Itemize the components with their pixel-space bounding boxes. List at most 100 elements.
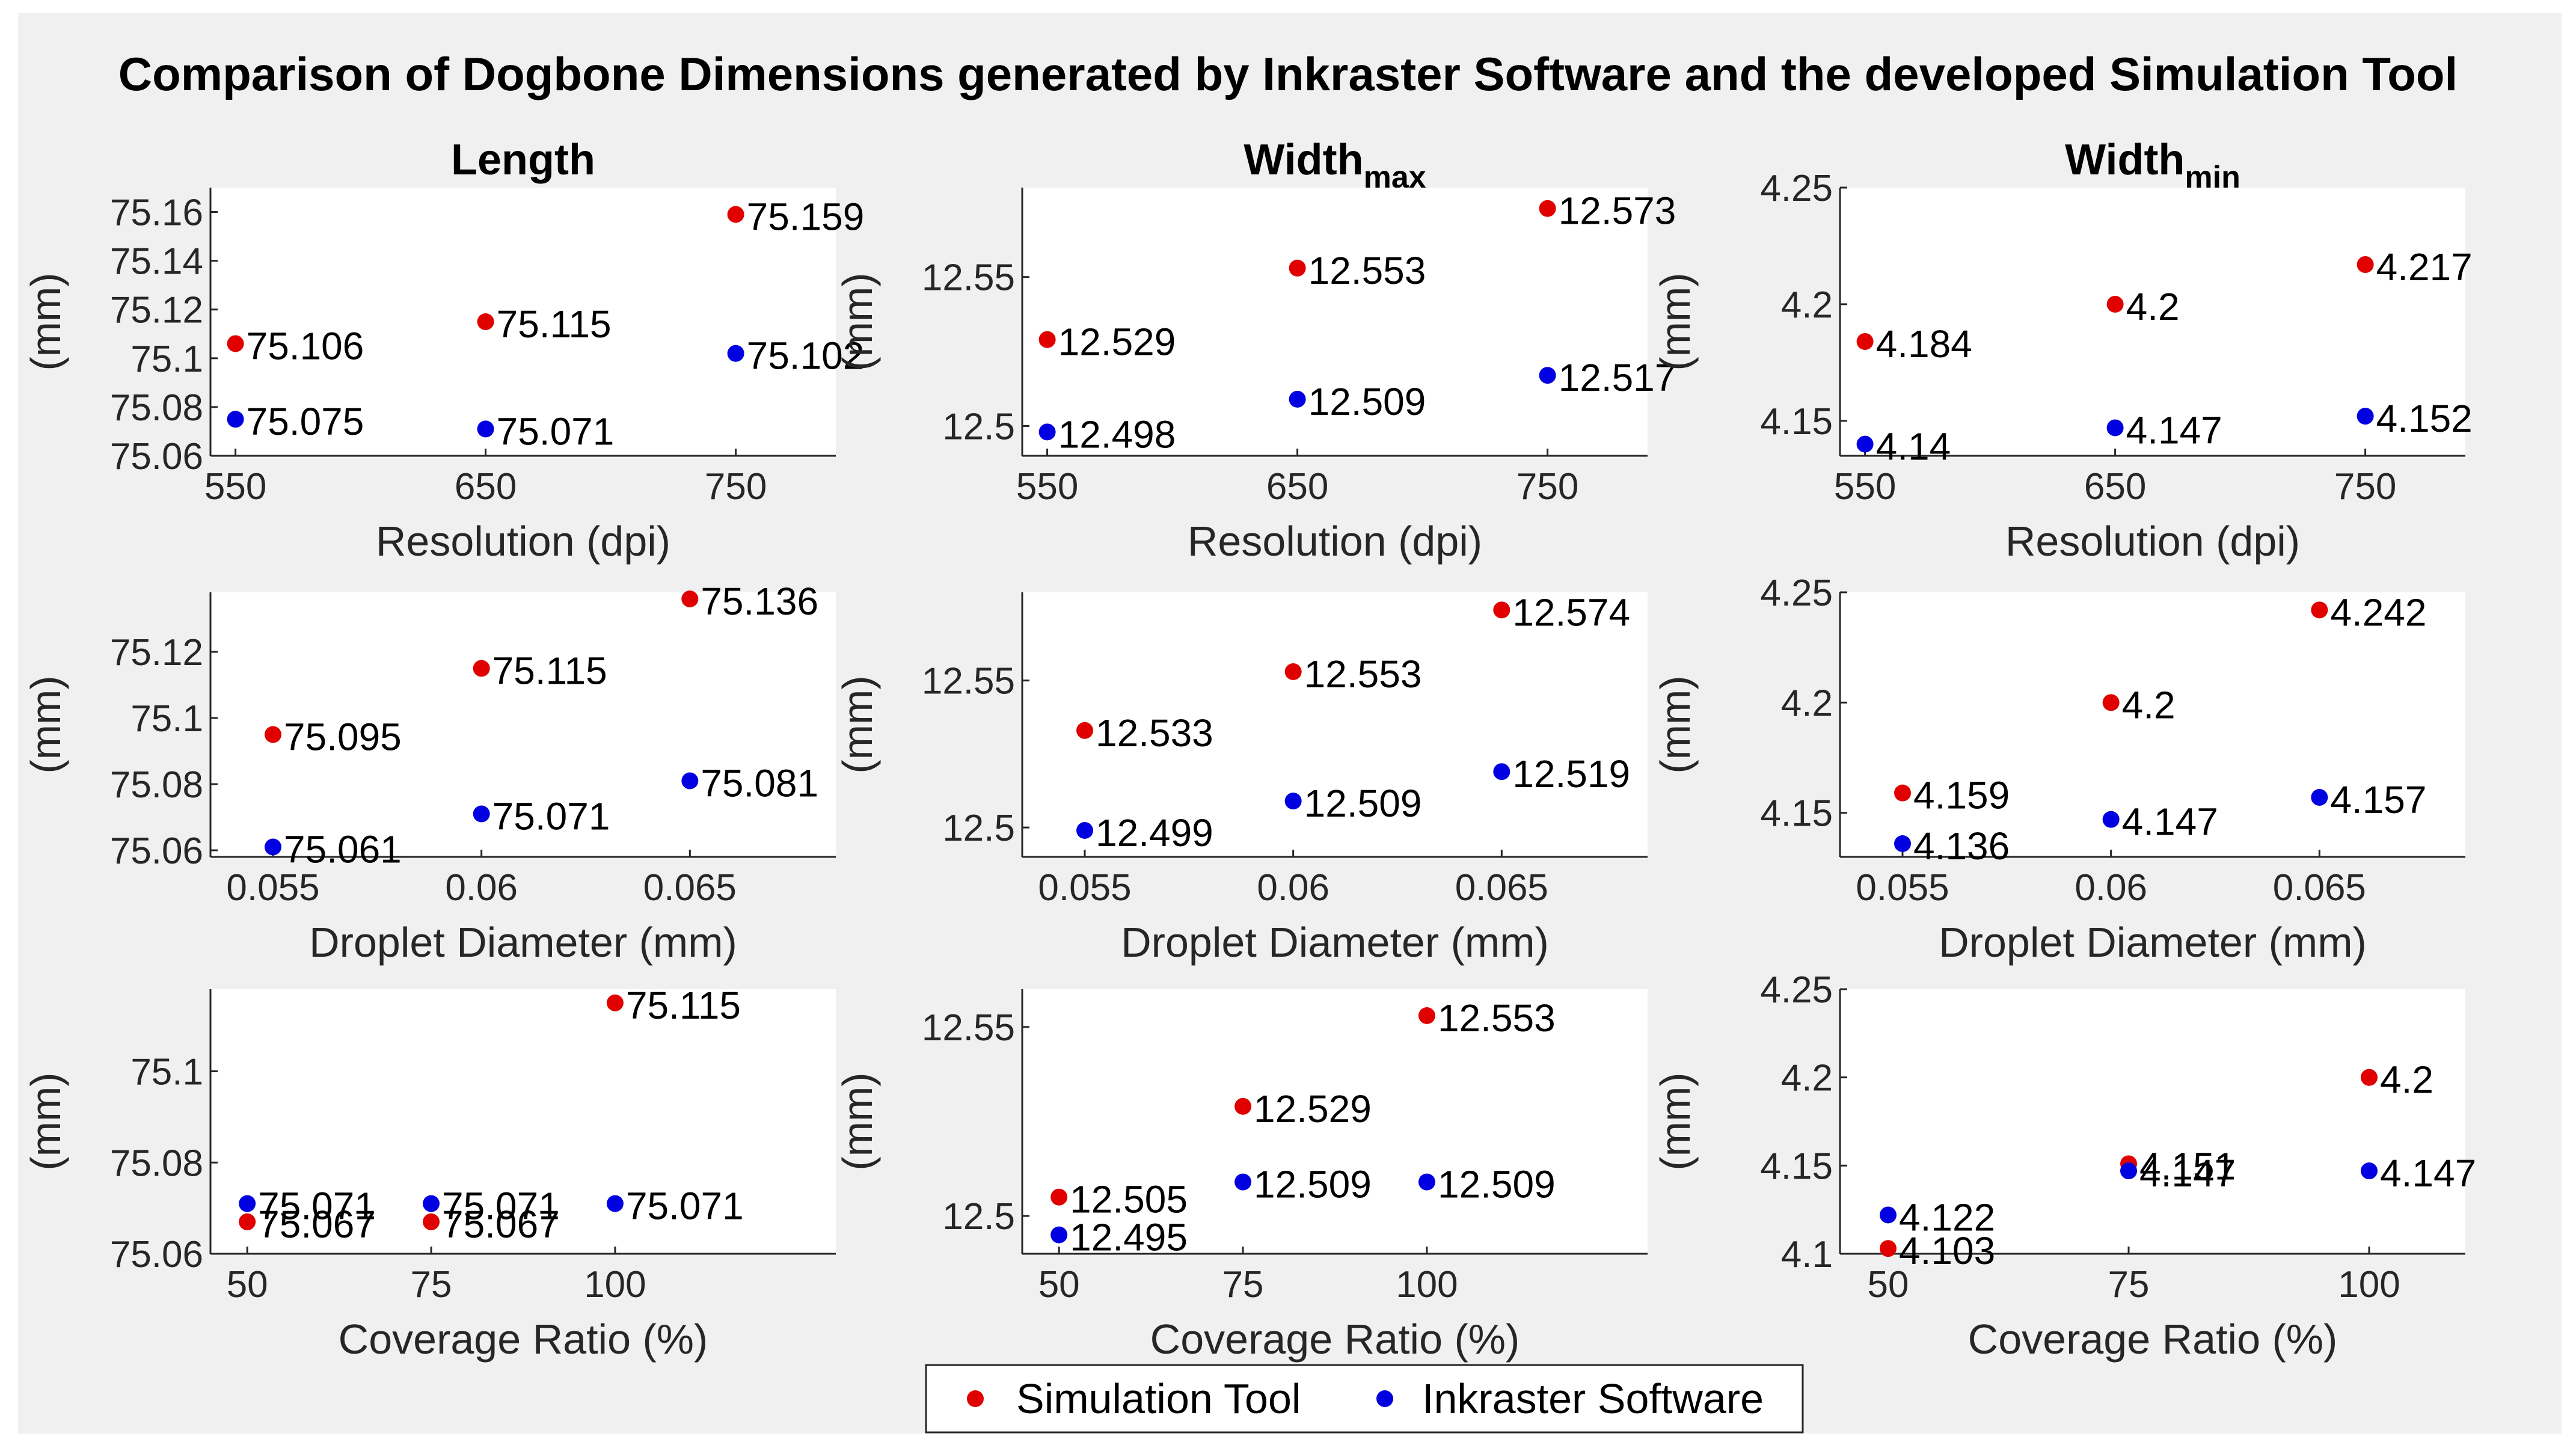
panel-r3-c3: 50 75 100 4.1 4.15 4.2 4.25 Coverage Ratio (%) (… [1652, 969, 2476, 1363]
y-axis-label: (mm) [22, 272, 69, 370]
simulation-point [2357, 256, 2374, 273]
inkraster-data-label: 75.102 [747, 334, 865, 378]
x-tick-label: 75 [411, 1264, 452, 1305]
inkraster-data-label: 12.509 [1438, 1163, 1556, 1206]
y-tick-label: 12.5 [942, 1196, 1015, 1238]
x-tick-label: 100 [2338, 1264, 2400, 1305]
simulation-point [1880, 1240, 1897, 1257]
simulation-point [727, 206, 744, 223]
y-tick-label: 75.1 [130, 1052, 203, 1093]
inkraster-point [1076, 822, 1093, 839]
inkraster-data-label: 75.071 [497, 410, 615, 453]
x-tick-label: 0.06 [445, 867, 518, 909]
plot-area [210, 592, 836, 857]
inkraster-point [2357, 408, 2374, 425]
simulation-data-label: 12.529 [1058, 321, 1176, 364]
column-title-3: Widthmin [2065, 136, 2240, 195]
inkraster-point [1418, 1173, 1435, 1191]
inkraster-data-label: 4.157 [2330, 778, 2426, 821]
legend-label-simulation: Simulation Tool [1016, 1375, 1301, 1422]
panel-r2-c3: 0.055 0.06 0.065 4.15 4.2 4.25 Droplet Diamete… [1652, 572, 2465, 966]
x-tick-label: 750 [2334, 466, 2396, 508]
x-tick-label: 0.055 [1856, 867, 1949, 909]
simulation-point [227, 335, 244, 352]
simulation-point [1234, 1097, 1252, 1115]
inkraster-data-label: 4.147 [2380, 1152, 2476, 1195]
panel-r1-c3: 550 650 750 4.15 4.2 4.25 Resolution (dpi) (mm)… [1652, 168, 2473, 565]
x-axis-label: Coverage Ratio (%) [339, 1316, 708, 1363]
x-tick-label: 0.06 [1257, 867, 1329, 909]
y-tick-label: 75.08 [110, 1143, 203, 1184]
panels: 550 650 750 75.06 75.08 75.1 75.12 75.14 75.16 Re… [22, 168, 2476, 1363]
inkraster-point [1050, 1226, 1068, 1244]
y-tick-label: 75.06 [110, 830, 203, 872]
simulation-point [477, 313, 494, 330]
simulation-data-label: 12.573 [1559, 189, 1676, 233]
column-title-base: Width [1244, 136, 1363, 184]
y-tick-label: 4.2 [1781, 683, 1833, 724]
y-tick-label: 12.55 [922, 1007, 1015, 1049]
simulation-data-label: 4.2 [2122, 683, 2176, 726]
x-axis-label: Coverage Ratio (%) [1968, 1316, 2338, 1363]
inkraster-point [1880, 1206, 1897, 1224]
inkraster-point [2311, 789, 2328, 806]
y-tick-label: 4.15 [1760, 793, 1833, 835]
inkraster-point [1493, 763, 1510, 781]
inkraster-point [2102, 811, 2120, 828]
inkraster-data-label: 4.147 [2126, 408, 2222, 452]
plot-area [210, 188, 836, 456]
inkraster-data-label: 12.498 [1058, 413, 1176, 456]
column-title-base: Length [451, 136, 595, 184]
simulation-point [2106, 295, 2124, 313]
simulation-point [1493, 601, 1510, 619]
x-axis-label: Coverage Ratio (%) [1150, 1316, 1520, 1363]
inkraster-point [227, 411, 244, 428]
inkraster-data-label: 75.081 [701, 762, 818, 805]
legend: Simulation Tool Inkraster Software [925, 1364, 1804, 1434]
legend-label-inkraster: Inkraster Software [1422, 1375, 1764, 1422]
simulation-point [473, 660, 490, 677]
plot-area [1022, 592, 1648, 857]
simulation-data-label: 75.095 [284, 716, 402, 759]
x-tick-label: 100 [1396, 1264, 1458, 1305]
simulation-data-label: 75.106 [247, 324, 364, 367]
inkraster-data-label: 4.147 [2139, 1152, 2236, 1195]
y-tick-label: 75.08 [110, 387, 203, 429]
simulation-data-label: 4.151 [2139, 1144, 2236, 1188]
simulation-data-label: 75.115 [492, 649, 607, 693]
simulation-point [1289, 259, 1306, 277]
panel-r2-c2: 0.055 0.06 0.065 12.5 12.55 Droplet Diameter … [834, 591, 1648, 966]
inkraster-data-label: 4.136 [1913, 824, 2010, 868]
simulation-point [1038, 331, 1056, 348]
inkraster-data-label: 75.071 [626, 1185, 744, 1228]
simulation-point [1418, 1007, 1435, 1024]
simulation-data-label: 4.2 [2126, 285, 2180, 328]
y-tick-label: 12.55 [922, 661, 1015, 702]
inkraster-point [477, 420, 494, 438]
simulation-point [681, 591, 699, 607]
inkraster-point [423, 1195, 440, 1212]
x-tick-label: 550 [1834, 466, 1896, 508]
y-tick-label: 4.25 [1760, 572, 1833, 614]
simulation-data-label: 4.159 [1913, 774, 2010, 817]
inkraster-data-label: 12.509 [1254, 1163, 1372, 1206]
inkraster-data-label: 12.509 [1308, 380, 1426, 423]
x-tick-label: 750 [705, 466, 767, 508]
inkraster-point [2361, 1162, 2378, 1180]
simulation-data-label: 12.553 [1308, 249, 1426, 292]
simulation-point [1076, 722, 1093, 739]
simulation-data-label: 4.2 [2380, 1058, 2433, 1102]
simulation-data-label: 12.574 [1512, 591, 1630, 634]
inkraster-point [473, 805, 490, 823]
simulation-data-label: 4.103 [1899, 1229, 1995, 1272]
y-axis-label: (mm) [834, 1072, 881, 1170]
panel-r3-c1: 50 75 100 75.06 75.08 75.1 Coverage Ratio (%) (… [22, 984, 836, 1363]
y-axis-label: (mm) [1652, 272, 1699, 370]
column-title-1: Length [451, 136, 595, 184]
simulation-point [265, 726, 281, 743]
y-axis-label: (mm) [834, 272, 881, 370]
plot-area [1022, 989, 1648, 1254]
y-tick-label: 4.15 [1760, 401, 1833, 443]
x-axis-label: Droplet Diameter (mm) [1121, 919, 1549, 966]
